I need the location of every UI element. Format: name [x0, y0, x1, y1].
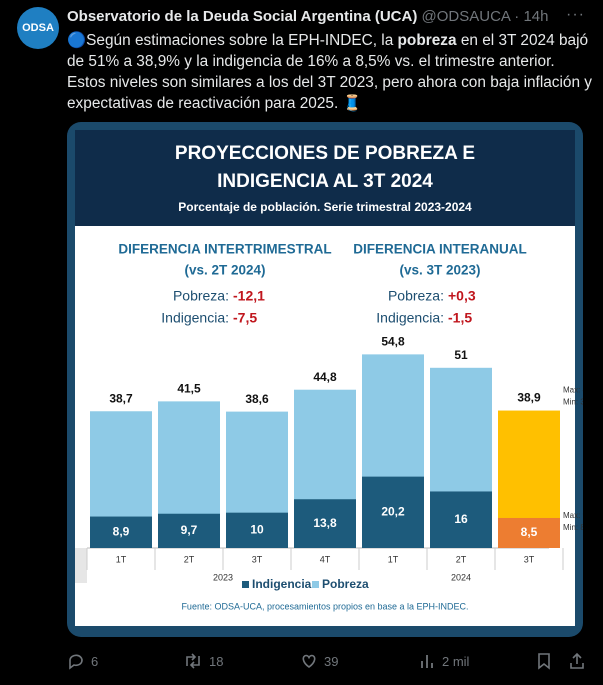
retweet-count: 18	[209, 653, 224, 669]
value-label: 41,5	[177, 382, 201, 396]
source: Fuente: ODSA-UCA, procesamientos propios…	[181, 601, 468, 611]
panel-row-label: Pobreza:	[388, 288, 444, 304]
bar	[294, 499, 356, 548]
panel-title: DIFERENCIA INTERANUAL	[353, 242, 527, 257]
share-button[interactable]	[568, 652, 586, 670]
text-bold: pobreza	[397, 32, 457, 49]
panel-row-value: -1,5	[448, 310, 472, 326]
x-tick-label: 1T	[388, 554, 399, 564]
panel-row-value: +0,3	[448, 288, 476, 304]
value-label: 54,8	[381, 335, 405, 349]
value-label: 38,7	[109, 391, 133, 405]
value-label: 38,9	[517, 391, 541, 405]
views-button[interactable]: 2 mil	[418, 652, 469, 670]
avatar[interactable]: ODSA	[17, 7, 59, 49]
annotation: Min: 8,1	[563, 523, 583, 532]
annotation: Max: 9,5	[563, 511, 583, 520]
value-label: 8,9	[113, 524, 130, 538]
panel-row-value: -12,1	[233, 288, 265, 304]
x-tick-label: 3T	[524, 554, 535, 564]
group-label: 2024	[451, 572, 471, 582]
value-label: 10	[250, 523, 264, 537]
annotation: Max: 41,5	[563, 386, 583, 395]
bar	[430, 491, 492, 548]
bar	[226, 512, 288, 548]
text: 🔵Según estimaciones sobre la EPH-INDEC, …	[67, 32, 398, 49]
reply-button[interactable]: 6	[67, 652, 98, 670]
more-button[interactable]: ···	[566, 6, 585, 23]
bar	[362, 476, 424, 548]
chart-subtitle: Porcentaje de población. Serie trimestra…	[178, 200, 472, 214]
panel-row-label: Indigencia:	[161, 310, 229, 326]
panel-row-value: -7,5	[233, 310, 257, 326]
tweet-header: Observatorio de la Deuda Social Argentin…	[67, 8, 549, 25]
panel-row-label: Indigencia:	[376, 310, 444, 326]
x-tick-label: 4T	[320, 554, 331, 564]
panel-title: DIFERENCIA INTERTRIMESTRAL	[118, 242, 331, 257]
value-label: 8,5	[521, 525, 538, 539]
views-icon	[421, 655, 433, 668]
legend-swatch	[312, 581, 319, 588]
legend-label: Pobreza	[322, 577, 369, 591]
x-tick-label: 3T	[252, 554, 263, 564]
views-count: 2 mil	[442, 653, 470, 669]
x-tick-label: 1T	[116, 554, 127, 564]
title-band	[75, 130, 575, 226]
like-icon	[302, 654, 316, 668]
reply-icon	[69, 654, 83, 670]
like-button[interactable]: 39	[300, 652, 338, 670]
group-label: 2023	[213, 572, 233, 582]
chart[interactable]: PROYECCIONES DE POBREZA E INDIGENCIA AL 3…	[67, 122, 583, 637]
chart-title: INDIGENCIA AL 3T 2024	[217, 171, 433, 192]
bar	[158, 513, 220, 548]
value-label: 16	[454, 512, 468, 526]
handle[interactable]: @ODSAUCA	[421, 8, 511, 25]
reply-count: 6	[91, 653, 99, 669]
value-label: 9,7	[181, 523, 198, 537]
axis-shade	[75, 548, 87, 583]
value-label: 38,6	[245, 392, 269, 406]
legend-swatch	[242, 581, 249, 588]
value-label: 20,2	[381, 504, 405, 518]
x-tick-label: 2T	[456, 554, 467, 564]
value-label: 51	[454, 348, 468, 362]
value-label: 13,8	[313, 516, 337, 530]
author[interactable]: Observatorio de la Deuda Social Argentin…	[67, 8, 418, 25]
like-count: 39	[324, 653, 339, 669]
retweet-icon	[186, 653, 200, 669]
x-tick-label: 2T	[184, 554, 195, 564]
legend-label: Indigencia	[252, 577, 312, 591]
annotation: Min: 37,6	[563, 398, 583, 407]
text: en el 3T 2024 bajó de 51% a 38,9% y la i…	[67, 32, 593, 112]
retweet-button[interactable]: 18	[183, 652, 223, 670]
panel-subtitle: (vs. 3T 2023)	[399, 263, 480, 278]
panel-row-label: Pobreza:	[173, 288, 229, 304]
bar	[498, 517, 560, 548]
panel-subtitle: (vs. 2T 2024)	[184, 263, 265, 278]
bookmark-button[interactable]	[535, 652, 553, 670]
time[interactable]: · 14h	[514, 8, 549, 25]
bar	[90, 516, 152, 548]
chart-title: PROYECCIONES DE POBREZA E	[175, 143, 475, 164]
value-label: 44,8	[313, 370, 337, 384]
tweet-text: 🔵Según estimaciones sobre la EPH-INDEC, …	[67, 30, 592, 114]
